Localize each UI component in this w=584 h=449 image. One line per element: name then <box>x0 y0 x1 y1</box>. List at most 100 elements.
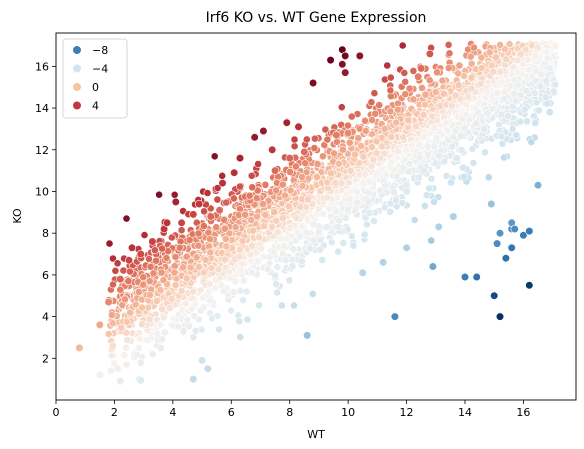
scatter-point <box>116 285 125 294</box>
scatter-point <box>334 223 342 231</box>
y-axis: 2 4 6 8 10 12 14 16 <box>35 60 56 365</box>
scatter-point <box>281 256 290 265</box>
scatter-point <box>131 300 140 309</box>
scatter-point <box>458 163 467 172</box>
scatter-point <box>277 301 286 310</box>
scatter-point <box>372 137 381 146</box>
scatter-point <box>305 244 314 253</box>
y-tick-label: 6 <box>42 269 49 282</box>
scatter-point <box>313 160 322 168</box>
scatter-point <box>346 166 355 175</box>
scatter-point <box>270 208 279 217</box>
scatter-point <box>138 320 146 329</box>
scatter-point <box>75 343 84 353</box>
scatter-point <box>297 257 306 266</box>
scatter-point <box>318 255 327 264</box>
scatter-point <box>252 194 261 203</box>
scatter-point <box>221 255 229 264</box>
scatter-point <box>542 76 551 85</box>
scatter-point <box>318 152 327 161</box>
scatter-point <box>235 252 244 261</box>
scatter-point <box>532 98 541 107</box>
scatter-point <box>333 193 342 202</box>
legend-label: −4 <box>92 63 108 76</box>
scatter-point <box>206 235 214 243</box>
scatter-point <box>109 280 117 289</box>
scatter-point <box>271 271 280 280</box>
scatter-point <box>300 147 309 156</box>
scatter-point <box>188 287 197 296</box>
scatter-point <box>235 182 244 191</box>
scatter-point <box>523 55 532 64</box>
scatter-point <box>278 249 287 258</box>
scatter-point <box>124 277 133 285</box>
scatter-point <box>152 297 161 305</box>
scatter-point <box>359 152 368 161</box>
scatter-point <box>145 254 153 263</box>
scatter-point <box>139 280 148 289</box>
scatter-point <box>247 215 255 224</box>
x-axis-label: WT <box>307 428 325 441</box>
scatter-point <box>106 366 115 375</box>
scatter-point <box>355 51 364 61</box>
scatter-point <box>353 198 362 207</box>
scatter-point <box>127 243 137 252</box>
scatter-point <box>401 77 410 86</box>
scatter-point <box>341 51 350 61</box>
scatter-point <box>272 216 281 225</box>
scatter-point <box>433 68 441 77</box>
scatter-point <box>445 49 454 58</box>
scatter-point <box>177 226 186 235</box>
scatter-point <box>355 159 363 167</box>
scatter-point <box>467 73 476 82</box>
scatter-point <box>134 287 143 296</box>
scatter-point <box>422 191 431 200</box>
scatter-point <box>153 329 162 338</box>
scatter-point <box>511 96 520 105</box>
scatter-point <box>520 105 529 114</box>
scatter-point <box>273 263 282 271</box>
scatter-point <box>405 84 414 93</box>
scatter-point <box>171 197 180 206</box>
scatter-point <box>212 223 221 232</box>
scatter-point <box>370 89 379 98</box>
scatter-point <box>501 254 511 263</box>
scatter-point <box>136 376 145 385</box>
scatter-point <box>516 117 525 126</box>
scatter-point <box>428 262 438 271</box>
scatter-point <box>545 108 554 117</box>
scatter-point <box>361 126 370 135</box>
scatter-point <box>259 222 268 231</box>
scatter-point <box>143 336 152 345</box>
scatter-point <box>167 233 176 242</box>
scatter-point <box>345 138 354 147</box>
scatter-point <box>367 98 376 107</box>
scatter-point <box>414 72 423 81</box>
scatter-point <box>359 179 368 188</box>
scatter-point <box>190 312 199 320</box>
scatter-point <box>386 73 395 82</box>
scatter-point <box>278 214 287 223</box>
scatter-point <box>284 202 293 211</box>
scatter-point <box>159 275 168 284</box>
x-tick-label: 0 <box>53 406 60 419</box>
scatter-point <box>372 149 381 157</box>
scatter-point <box>402 243 411 252</box>
scatter-point <box>362 220 371 229</box>
point-cloud <box>104 39 560 383</box>
scatter-point <box>298 181 307 190</box>
scatter-point <box>132 350 141 359</box>
scatter-point <box>162 218 172 227</box>
scatter-point <box>199 268 208 277</box>
scatter-point <box>123 336 132 344</box>
legend-marker <box>72 63 82 74</box>
scatter-point <box>271 166 280 175</box>
scatter-point <box>367 143 376 151</box>
scatter-point <box>500 88 508 96</box>
scatter-point <box>535 106 543 115</box>
scatter-point <box>290 135 299 144</box>
scatter-point <box>310 134 319 143</box>
scatter-point <box>298 221 307 230</box>
scatter-point <box>322 223 331 232</box>
